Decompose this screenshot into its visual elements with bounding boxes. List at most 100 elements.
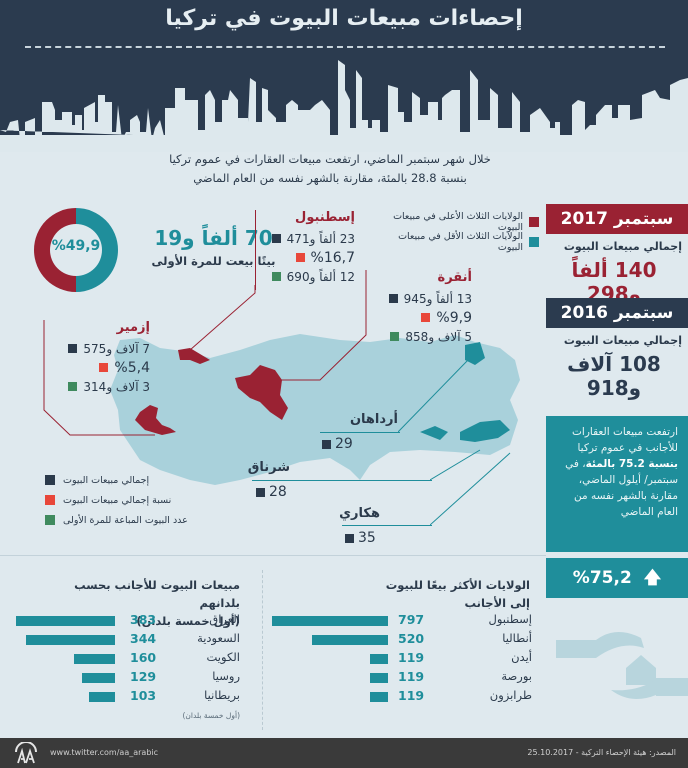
low-city-value: 29 xyxy=(322,436,353,452)
city-total: 13 ألفاً و945 xyxy=(362,289,472,308)
twitter-link[interactable]: www.twitter.com/aa_arabic xyxy=(50,748,159,757)
bar-value: 383 xyxy=(130,612,157,627)
bar-bursa xyxy=(370,673,388,683)
foreign-sales-note: ارتفعت مبيعات العقارات للأجانب في عموم ت… xyxy=(546,416,688,552)
provinces-bar-chart: 797 إسطنبول 520 أنطاليا 119 أيدن 119 بور… xyxy=(262,612,546,722)
bar-label: السعودية xyxy=(197,631,240,645)
bar-value: 344 xyxy=(130,631,157,646)
connector-line-sirnak xyxy=(430,449,481,481)
bar-label: العراق xyxy=(209,612,240,626)
bar-iraq xyxy=(16,616,115,626)
square-icon xyxy=(421,313,431,322)
legend-label: الولايات الثلاث الأقل في مبيعات البيوت xyxy=(398,231,523,253)
value: 12 ألفاً و690 xyxy=(286,269,355,284)
square-icon xyxy=(68,344,78,353)
bar-value: 103 xyxy=(130,688,157,703)
footer xyxy=(0,738,688,768)
bar-value: 160 xyxy=(130,650,157,665)
square-icon xyxy=(68,382,78,391)
intro-text: خلال شهر سبتمبر الماضي، ارتفعت مبيعات ال… xyxy=(120,150,540,188)
bar-value: 129 xyxy=(130,669,157,684)
sept-2017-label: إجمالي مبيعات البيوت xyxy=(563,240,682,253)
chart-divider xyxy=(262,570,263,730)
value: 5 آلاف و858 xyxy=(405,329,472,344)
hands-house-icon xyxy=(556,631,688,699)
connector-line-ardahan xyxy=(398,359,469,433)
countries-chart-title: مبيعات البيوت للأجانب بحسب بلدانهم (أول … xyxy=(40,576,240,630)
bar-aydin xyxy=(370,654,388,664)
square-icon xyxy=(256,487,265,497)
legend-item-total: إجمالي مبيعات البيوت xyxy=(45,470,215,490)
city-pct: %9,9 xyxy=(362,308,472,327)
value: 35 xyxy=(358,530,376,546)
value: %16,7 xyxy=(310,249,355,266)
connector-line xyxy=(320,432,400,433)
bar-antalya xyxy=(312,635,388,645)
skyline-illustration xyxy=(0,60,688,152)
title-line: مبيعات البيوت للأجانب بحسب بلدانهم xyxy=(74,578,240,610)
top-legend: الولايات الثلاث الأعلى في مبيعات البيوت … xyxy=(384,211,539,253)
connector-line xyxy=(255,210,256,290)
sept-2016-value: 108 آلاف و918 xyxy=(567,352,661,400)
note-text: ارتفعت مبيعات العقارات للأجانب في عموم ت… xyxy=(572,426,678,454)
city-name: إزمير xyxy=(116,320,150,335)
square-icon xyxy=(345,533,354,543)
legend-swatch-red xyxy=(45,495,55,505)
up-arrow-icon: 🡅 xyxy=(643,568,662,588)
legend-item-bottom-three: الولايات الثلاث الأقل في مبيعات البيوت xyxy=(384,231,539,253)
city-total: 7 آلاف و575 xyxy=(40,339,150,358)
sept-2016-header: سبتمبر 2016 xyxy=(546,298,688,328)
bar-value: 797 xyxy=(398,612,425,627)
legend-item-first-time: عدد البيوت المباعة للمرة الأولى xyxy=(45,510,215,530)
square-icon xyxy=(388,294,398,303)
turkey-map xyxy=(110,334,520,485)
connector-line-ankara xyxy=(280,270,367,381)
value: 13 ألفاً و945 xyxy=(403,291,472,306)
bar-russia xyxy=(82,673,115,683)
page-title: إحصاءات مبيعات البيوت في تركيا xyxy=(165,6,523,31)
sept-2017-header: سبتمبر 2017 xyxy=(546,204,688,234)
city-name: أنقرة xyxy=(437,270,472,285)
intro-line-1: خلال شهر سبتمبر الماضي، ارتفعت مبيعات ال… xyxy=(169,152,491,166)
city-first: 5 آلاف و858 xyxy=(362,327,472,346)
value: 7 آلاف و575 xyxy=(83,341,150,356)
bar-value: 119 xyxy=(398,650,425,665)
title-line: (أول خمسة بلدان) xyxy=(136,614,240,628)
city-izmir: إزمير 7 آلاف و575 %5,4 3 آلاف و314 xyxy=(40,320,150,396)
legend-swatch-red xyxy=(529,217,539,227)
donut-percentage: %49,9 xyxy=(51,238,101,254)
title-line: الولايات الأكثر بيعًا للبيوت xyxy=(385,578,530,592)
legend-label: إجمالي مبيعات البيوت xyxy=(63,474,150,486)
city-name: إسطنبول xyxy=(295,210,355,225)
bar-label: بريطانيا xyxy=(204,688,240,702)
low-city-value: 35 xyxy=(345,530,376,546)
city-first: 3 آلاف و314 xyxy=(40,377,150,396)
city-pct: %5,4 xyxy=(40,358,150,377)
foreign-increase-pct: %75,2 xyxy=(572,568,632,588)
connector-line-istanbul xyxy=(189,285,256,351)
low-city-value: 28 xyxy=(256,484,287,500)
bar-uk xyxy=(89,692,115,702)
square-icon xyxy=(322,439,331,449)
bar-label: الكويت xyxy=(206,650,240,664)
countries-bar-chart: 383 العراق 344 السعودية 160 الكويت 129 ر… xyxy=(0,612,262,722)
value: %9,9 xyxy=(436,309,472,326)
legend-label: الولايات الثلاث الأعلى في مبيعات البيوت xyxy=(393,211,523,233)
connector-line xyxy=(252,480,432,481)
source-credit: المصدر: هيئة الإحصاء التركية - 25.10.201… xyxy=(527,748,676,757)
intro-line-2: بنسبة 28.8 بالمئة، مقارنة بالشهر نفسه من… xyxy=(193,171,467,185)
first-time-donut-chart xyxy=(34,208,118,292)
legend-label: عدد البيوت المباعة للمرة الأولى xyxy=(63,514,188,526)
value: 29 xyxy=(335,436,353,452)
bar-label: روسيا xyxy=(212,669,240,683)
bar-trabzon xyxy=(370,692,388,702)
bar-value: 520 xyxy=(398,631,425,646)
low-city-sirnak: شرناق xyxy=(247,460,290,475)
legend-swatch-navy xyxy=(45,475,55,485)
connector-line-hakkari xyxy=(430,452,511,526)
legend-item-percentage: نسبة إجمالي مبيعات البيوت xyxy=(45,490,215,510)
bar-label: أنطاليا xyxy=(502,631,532,645)
value: 3 آلاف و314 xyxy=(83,379,150,394)
city-istanbul: إسطنبول 23 ألفاً و471 %16,7 12 ألفاً و69… xyxy=(245,210,355,286)
square-icon xyxy=(295,253,305,262)
